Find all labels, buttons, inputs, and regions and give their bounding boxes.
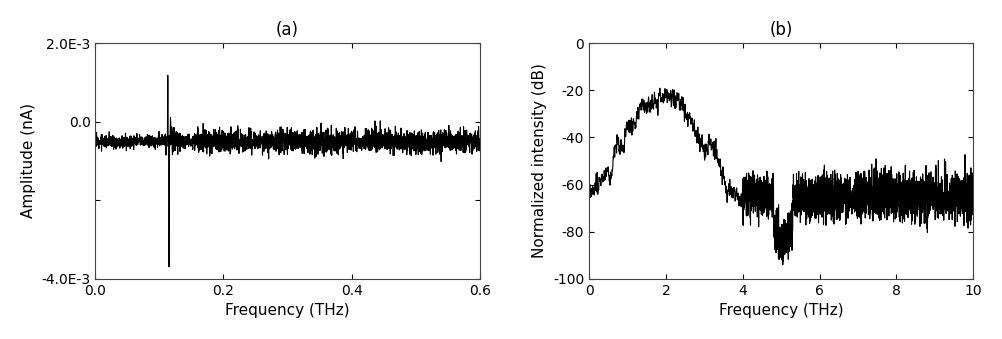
X-axis label: Frequency (THz): Frequency (THz) xyxy=(718,303,843,318)
Title: (b): (b) xyxy=(769,21,793,39)
Y-axis label: Amplitude (nA): Amplitude (nA) xyxy=(21,103,36,218)
Title: (a): (a) xyxy=(276,21,299,39)
Y-axis label: Normalized intensity (dB): Normalized intensity (dB) xyxy=(532,63,547,258)
X-axis label: Frequency (THz): Frequency (THz) xyxy=(225,303,350,318)
